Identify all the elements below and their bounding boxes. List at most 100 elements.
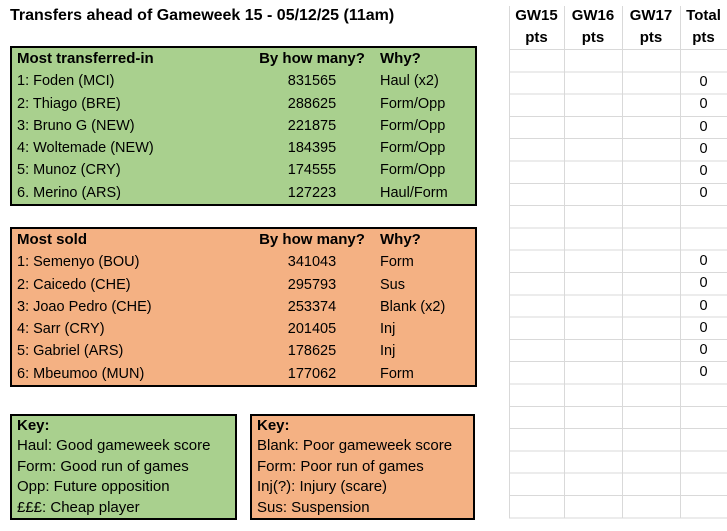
table-row: 6. Merino (ARS) 127223 Haul/Form bbox=[12, 182, 475, 204]
column-header-gw15[interactable]: GW15 bbox=[515, 7, 558, 24]
table-row: 1: Semenyo (BOU) 341043 Form bbox=[12, 251, 475, 273]
transfers-in-header-why[interactable]: Why? bbox=[380, 50, 421, 67]
count-cell[interactable]: 288625 bbox=[287, 95, 337, 112]
player-cell[interactable]: 2: Caicedo (CHE) bbox=[17, 276, 131, 293]
total-pts-cell[interactable]: 0 bbox=[699, 364, 708, 381]
column-subheader-gw15-pts[interactable]: pts bbox=[525, 29, 548, 46]
count-cell[interactable]: 295793 bbox=[287, 276, 337, 293]
player-cell[interactable]: 6: Mbeumoo (MUN) bbox=[17, 365, 145, 382]
gridlines-horizontal bbox=[509, 49, 727, 519]
why-cell[interactable]: Form bbox=[380, 254, 414, 271]
column-header-gw16[interactable]: GW16 bbox=[571, 7, 615, 24]
transfers-out-table: Most sold By how many? Why? 1: Semenyo (… bbox=[10, 227, 477, 388]
count-cell[interactable]: 201405 bbox=[287, 321, 337, 338]
count-cell[interactable]: 341043 bbox=[287, 254, 337, 271]
transfers-out-header-count[interactable]: By how many? bbox=[259, 231, 365, 248]
player-cell[interactable]: 3: Joao Pedro (CHE) bbox=[17, 298, 152, 315]
player-cell[interactable]: 3: Bruno G (NEW) bbox=[17, 117, 135, 134]
key-item[interactable]: Form: Good run of games bbox=[17, 457, 189, 475]
total-pts-cell[interactable]: 0 bbox=[699, 342, 708, 359]
why-cell[interactable]: Form/Opp bbox=[380, 162, 446, 179]
count-cell[interactable]: 178625 bbox=[287, 343, 337, 360]
transfers-out-header-row: Most sold By how many? Why? bbox=[12, 229, 475, 251]
count-cell[interactable]: 177062 bbox=[287, 365, 337, 382]
gridline-vertical bbox=[564, 6, 565, 518]
transfers-in-header-row: Most transferred-in By how many? Why? bbox=[12, 48, 475, 70]
count-cell[interactable]: 221875 bbox=[287, 117, 337, 134]
why-cell[interactable]: Form/Opp bbox=[380, 140, 446, 157]
why-cell[interactable]: Form/Opp bbox=[380, 95, 446, 112]
page-title: Transfers ahead of Gameweek 15 - 05/12/2… bbox=[10, 7, 395, 24]
total-pts-cell[interactable]: 0 bbox=[699, 163, 708, 180]
key-title[interactable]: Key: bbox=[17, 417, 50, 434]
player-cell[interactable]: 4: Woltemade (NEW) bbox=[17, 140, 154, 157]
total-pts-cell[interactable]: 0 bbox=[699, 319, 708, 336]
table-row: 1: Foden (MCI) 831565 Haul (x2) bbox=[12, 70, 475, 92]
column-header-total[interactable]: Total bbox=[686, 7, 721, 24]
column-subheader-gw16-pts[interactable]: pts bbox=[581, 29, 605, 46]
count-cell[interactable]: 253374 bbox=[287, 298, 337, 315]
column-total: Total pts bbox=[680, 5, 727, 49]
gridline-vertical bbox=[622, 6, 623, 518]
why-cell[interactable]: Inj bbox=[380, 343, 396, 360]
player-cell[interactable]: 2: Thiago (BRE) bbox=[17, 95, 121, 112]
column-subheader-total-pts[interactable]: pts bbox=[692, 29, 715, 46]
total-pts-cell[interactable]: 0 bbox=[699, 275, 708, 292]
total-pts-cell[interactable]: 0 bbox=[699, 96, 708, 113]
total-pts-cell[interactable]: 0 bbox=[699, 185, 708, 202]
table-row: 5: Gabriel (ARS) 178625 Inj bbox=[12, 340, 475, 362]
count-cell[interactable]: 174555 bbox=[287, 162, 337, 179]
key-transfers-in: Key: Haul: Good gameweek score Form: Goo… bbox=[10, 414, 237, 520]
key-item[interactable]: Sus: Suspension bbox=[257, 498, 370, 516]
key-item[interactable]: Haul: Good gameweek score bbox=[17, 437, 211, 455]
count-cell[interactable]: 127223 bbox=[287, 184, 337, 201]
table-row: 4: Woltemade (NEW) 184395 Form/Opp bbox=[12, 137, 475, 159]
key-item[interactable]: Blank: Poor gameweek score bbox=[257, 437, 453, 455]
player-cell[interactable]: 1: Semenyo (BOU) bbox=[17, 254, 140, 271]
total-pts-cell[interactable]: 0 bbox=[699, 118, 708, 135]
why-cell[interactable]: Form/Opp bbox=[380, 117, 446, 134]
transfers-in-header-player[interactable]: Most transferred-in bbox=[17, 50, 154, 67]
count-cell[interactable]: 831565 bbox=[287, 73, 337, 90]
why-cell[interactable]: Inj bbox=[380, 321, 396, 338]
total-pts-cell[interactable]: 0 bbox=[699, 140, 708, 157]
player-cell[interactable]: 6. Merino (ARS) bbox=[17, 184, 121, 201]
column-gw17: GW17 pts bbox=[622, 5, 680, 49]
transfers-in-header-count[interactable]: By how many? bbox=[259, 50, 365, 67]
transfers-out-header-player[interactable]: Most sold bbox=[17, 231, 87, 248]
column-subheader-gw17-pts[interactable]: pts bbox=[639, 29, 663, 46]
gridline-vertical bbox=[509, 6, 510, 518]
player-cell[interactable]: 4: Sarr (CRY) bbox=[17, 321, 105, 338]
key-item[interactable]: Opp: Future opposition bbox=[17, 478, 170, 496]
player-cell[interactable]: 5: Gabriel (ARS) bbox=[17, 343, 124, 360]
table-row: 2: Caicedo (CHE) 295793 Sus bbox=[12, 274, 475, 296]
column-gw15: GW15 pts bbox=[509, 5, 564, 49]
why-cell[interactable]: Sus bbox=[380, 276, 405, 293]
transfers-out-header-why[interactable]: Why? bbox=[380, 231, 421, 248]
column-header-gw17[interactable]: GW17 bbox=[629, 7, 673, 24]
transfers-in-table: Most transferred-in By how many? Why? 1:… bbox=[10, 46, 477, 207]
key-item[interactable]: £££: Cheap player bbox=[17, 498, 140, 516]
total-pts-cell[interactable]: 0 bbox=[699, 297, 708, 314]
player-cell[interactable]: 1: Foden (MCI) bbox=[17, 73, 115, 90]
table-row: 3: Joao Pedro (CHE) 253374 Blank (x2) bbox=[12, 296, 475, 318]
key-item[interactable]: Inj(?): Injury (scare) bbox=[257, 478, 388, 496]
table-row: 5: Munoz (CRY) 174555 Form/Opp bbox=[12, 159, 475, 181]
key-item[interactable]: Form: Poor run of games bbox=[257, 457, 424, 475]
table-row: 3: Bruno G (NEW) 221875 Form/Opp bbox=[12, 115, 475, 137]
count-cell[interactable]: 184395 bbox=[287, 140, 337, 157]
key-transfers-out: Key: Blank: Poor gameweek score Form: Po… bbox=[250, 414, 475, 520]
table-row: 2: Thiago (BRE) 288625 Form/Opp bbox=[12, 93, 475, 115]
why-cell[interactable]: Haul (x2) bbox=[380, 73, 439, 90]
gridline-vertical bbox=[680, 6, 681, 518]
why-cell[interactable]: Blank (x2) bbox=[380, 298, 446, 315]
total-pts-cell[interactable]: 0 bbox=[699, 74, 708, 90]
column-gw16: GW16 pts bbox=[564, 5, 622, 49]
why-cell[interactable]: Haul/Form bbox=[380, 184, 448, 201]
totals-out-column: 0 0 0 0 0 0 bbox=[680, 250, 727, 384]
key-title[interactable]: Key: bbox=[257, 417, 290, 434]
why-cell[interactable]: Form bbox=[380, 365, 414, 382]
player-cell[interactable]: 5: Munoz (CRY) bbox=[17, 162, 121, 179]
total-pts-cell[interactable]: 0 bbox=[699, 253, 708, 269]
table-row: 6: Mbeumoo (MUN) 177062 Form bbox=[12, 363, 475, 385]
